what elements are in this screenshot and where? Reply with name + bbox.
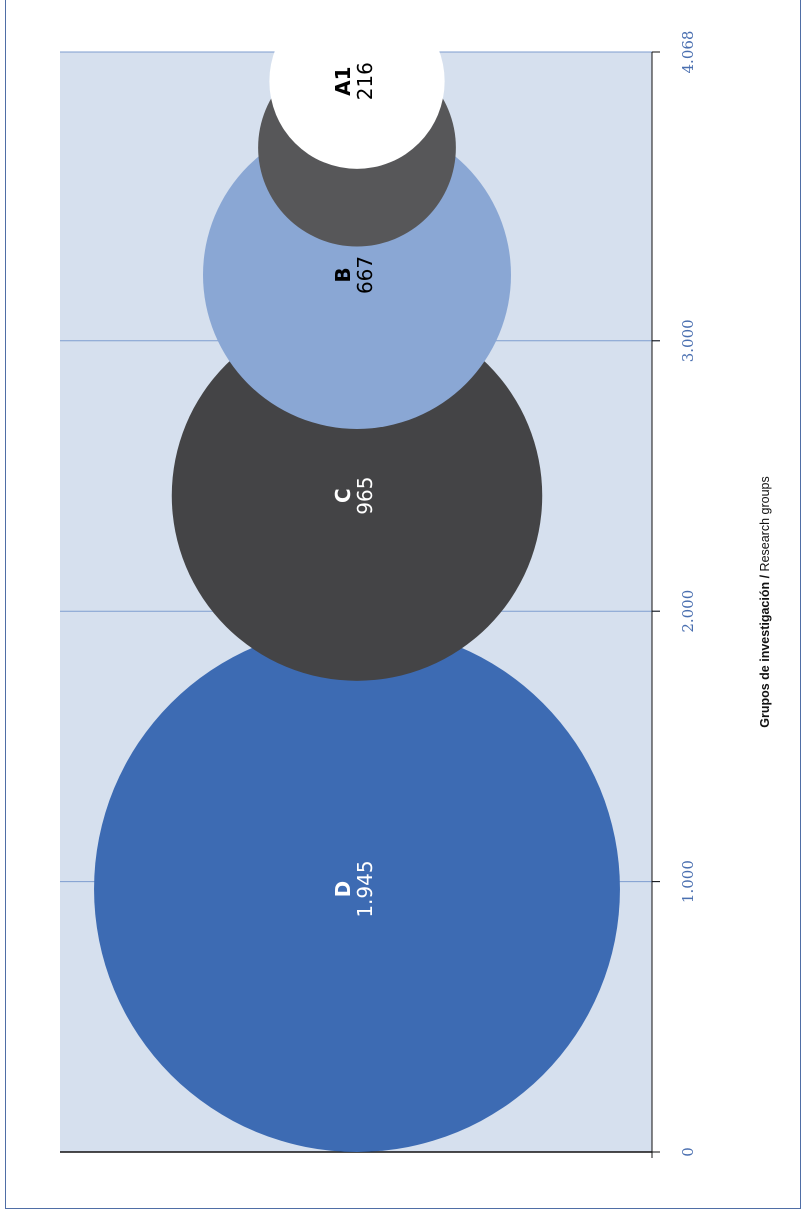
tick-label: 4.068 [679,31,697,74]
bubble-value-label: 216 [353,62,377,100]
bubbles: D1.945C965B667A275A1216 [94,0,620,1152]
bubble-c [171,310,543,681]
bubble-d [94,626,620,1152]
tick-label: 2.000 [679,590,697,633]
axis-title-primary: Grupos de investigación [758,582,772,728]
tick-label: 1.000 [679,860,697,903]
bubble-value-label: 965 [353,477,377,515]
bubble-category-label: C [331,488,355,503]
axis-ticks: 0 1.000 2.000 3.000 4.068 [652,31,697,1157]
bubble-value-label: 667 [353,256,377,294]
bubble-category-label: A1 [331,67,355,96]
bubble-value-label: 1.945 [353,860,377,917]
bubble-category-label: B [331,267,355,282]
axis-title: Grupos de investigación / Research group… [758,476,772,728]
chart-frame [5,0,801,1209]
bubble-a1 [269,0,445,169]
axis-title-secondary: Research groups [758,476,772,571]
tick-label: 3.000 [679,319,697,362]
axis-title-separator: / [758,571,772,581]
tick-label: 0 [679,1147,697,1157]
bubble-category-label: D [331,881,355,898]
